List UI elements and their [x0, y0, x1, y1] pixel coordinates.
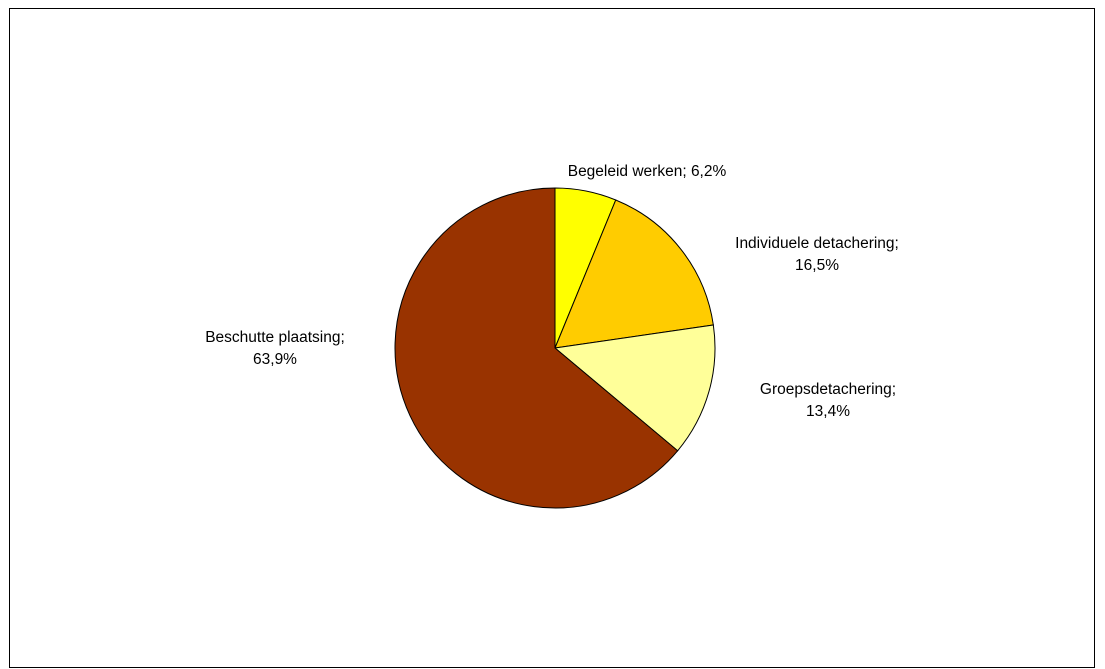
data-label-groepsdetachering-line2: 13,4% [806, 403, 850, 420]
data-label-beschutte-plaatsing: Beschutte plaatsing; 63,9% [205, 327, 345, 371]
data-label-groepsdetachering-line1: Groepsdetachering; [759, 381, 897, 398]
pie-chart [394, 187, 716, 509]
chart-frame: Begeleid werken; 6,2% Individuele detach… [9, 8, 1095, 668]
data-label-individuele-detachering-line1: Individuele detachering; [735, 235, 899, 252]
pie-slice-groepsdetachering [553, 324, 716, 452]
pie-slice-individuele-detachering [554, 199, 714, 349]
data-label-beschutte-plaatsing-line2: 63,9% [253, 351, 297, 368]
data-label-groepsdetachering: Groepsdetachering; 13,4% [760, 379, 896, 423]
data-label-begeleid-werken: Begeleid werken; 6,2% [568, 161, 727, 183]
pie-slice-beschutte-plaatsing [394, 187, 679, 509]
data-label-individuele-detachering: Individuele detachering; 16,5% [735, 233, 899, 277]
data-label-individuele-detachering-line2: 16,5% [795, 257, 839, 274]
data-label-begeleid-werken-line1: Begeleid werken; 6,2% [567, 163, 727, 180]
data-label-beschutte-plaatsing-line1: Beschutte plaatsing; [205, 329, 345, 346]
